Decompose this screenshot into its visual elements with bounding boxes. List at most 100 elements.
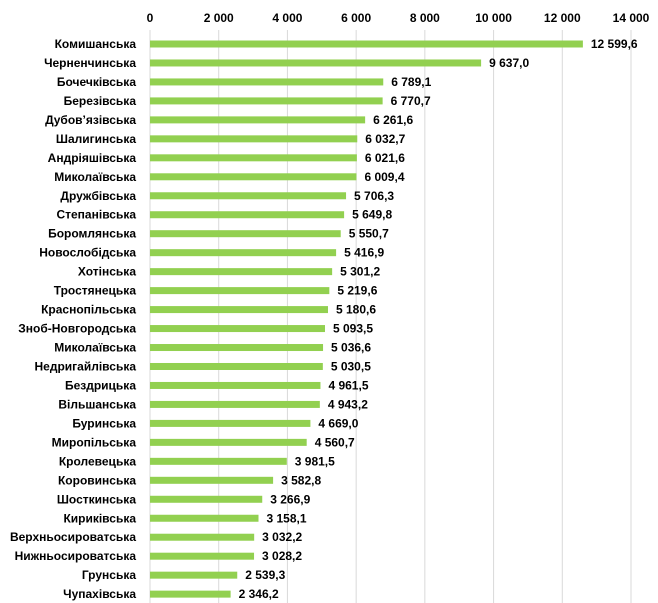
category-label: Комишанська [55,37,137,51]
value-label: 6 009,4 [364,170,404,184]
value-label: 5 301,2 [340,265,380,279]
category-label: Вільшанська [58,397,136,411]
bar [150,419,311,427]
category-label: Нижньосироватська [15,549,137,563]
value-label: 3 266,9 [270,492,310,506]
category-label: Краснопільська [41,303,136,317]
value-label: 5 706,3 [354,189,394,203]
bar [150,590,231,598]
x-tick-label: 12 000 [544,11,581,25]
category-labels: Комишанська Черненчинська Бочечківська Бере… [10,37,136,601]
bar [150,116,366,124]
category-label: Миколаївська [54,170,136,184]
x-tick-label: 10 000 [475,11,512,25]
category-label: Новослобідська [39,246,136,260]
bar [150,59,482,67]
gridlines [149,30,632,603]
bar [150,438,307,446]
value-label: 9 637,0 [489,56,529,70]
value-label: 6 032,7 [365,132,405,146]
bar [150,457,287,465]
category-label: Андріяшівська [48,151,137,165]
category-label: Буринська [72,416,136,430]
bar [150,514,259,522]
x-tick-label: 14 000 [613,11,650,25]
category-label: Степанівська [56,208,136,222]
value-label: 4 560,7 [315,435,355,449]
bar [150,192,347,200]
category-label: Миколаївська [54,341,136,355]
category-label: Чупахівська [63,587,136,601]
value-label: 5 180,6 [336,303,376,317]
value-label: 3 981,5 [295,454,335,468]
x-tick-label: 8 000 [410,11,440,25]
category-label: Кириківська [63,511,136,525]
bar [150,495,263,503]
value-label: 12 599,6 [591,37,638,51]
value-label: 4 961,5 [328,378,368,392]
bar [150,362,323,370]
category-label: Недригайлівська [35,359,137,373]
category-label: Бочечківська [57,75,136,89]
value-label: 5 649,8 [352,208,392,222]
bar [150,306,328,314]
category-label: Миропільська [52,435,137,449]
category-label: Верхньосироватська [10,530,136,544]
value-label: 4 943,2 [328,397,368,411]
bar [150,476,274,484]
category-label: Черненчинська [44,56,136,70]
x-tick-label: 2 000 [204,11,234,25]
value-label: 3 028,2 [262,549,302,563]
category-label: Березівська [64,94,137,108]
bar [150,552,255,560]
value-label: 3 582,8 [281,473,321,487]
category-label: Дружбівська [60,189,136,203]
x-tick-label: 0 [147,11,154,25]
value-label: 4 669,0 [318,416,358,430]
bar [150,97,383,105]
category-label: Кролевецька [59,454,136,468]
value-label: 3 158,1 [267,511,307,525]
category-label: Бездрицька [65,378,136,392]
bar [150,325,325,333]
bar [150,173,357,181]
bar [150,40,583,48]
x-tick-label: 6 000 [341,11,371,25]
category-label: Боромлянська [48,227,136,241]
value-label: 6 261,6 [373,113,413,127]
value-label: 5 030,5 [331,359,371,373]
category-label: Тростянецька [54,284,137,298]
bar [150,287,330,295]
x-axis-tick-labels: 0 2 000 4 000 6 000 8 000 10 000 12 000 14 000 [147,11,650,25]
value-label: 6 789,1 [391,75,431,89]
category-label: Коровинська [58,473,136,487]
bar [150,533,255,541]
value-label: 6 770,7 [391,94,431,108]
category-label: Грунська [82,568,136,582]
value-label: 5 036,6 [331,341,371,355]
value-label: 5 550,7 [349,227,389,241]
category-label: Шосткинська [57,492,136,506]
bar [150,249,337,257]
category-label: Дубов’язівська [45,113,136,127]
value-labels: 12 599,6 9 637,0 6 789,1 6 770,7 6 261,6 6 03… [239,37,638,601]
bar [150,268,333,276]
bar [150,381,321,389]
value-label: 6 021,6 [365,151,405,165]
value-label: 5 093,5 [333,322,373,336]
x-tick-label: 4 000 [272,11,302,25]
bar [150,78,384,86]
bar [150,400,320,408]
bar [150,211,345,219]
bar [150,344,324,352]
value-label: 3 032,2 [262,530,302,544]
category-label: Зноб-Новгородська [18,322,136,336]
value-label: 2 346,2 [239,587,279,601]
value-label: 2 539,3 [245,568,285,582]
bar [150,230,341,238]
bar [150,571,238,579]
category-label: Хотінська [78,265,136,279]
bar [150,154,357,162]
bars [150,40,583,598]
